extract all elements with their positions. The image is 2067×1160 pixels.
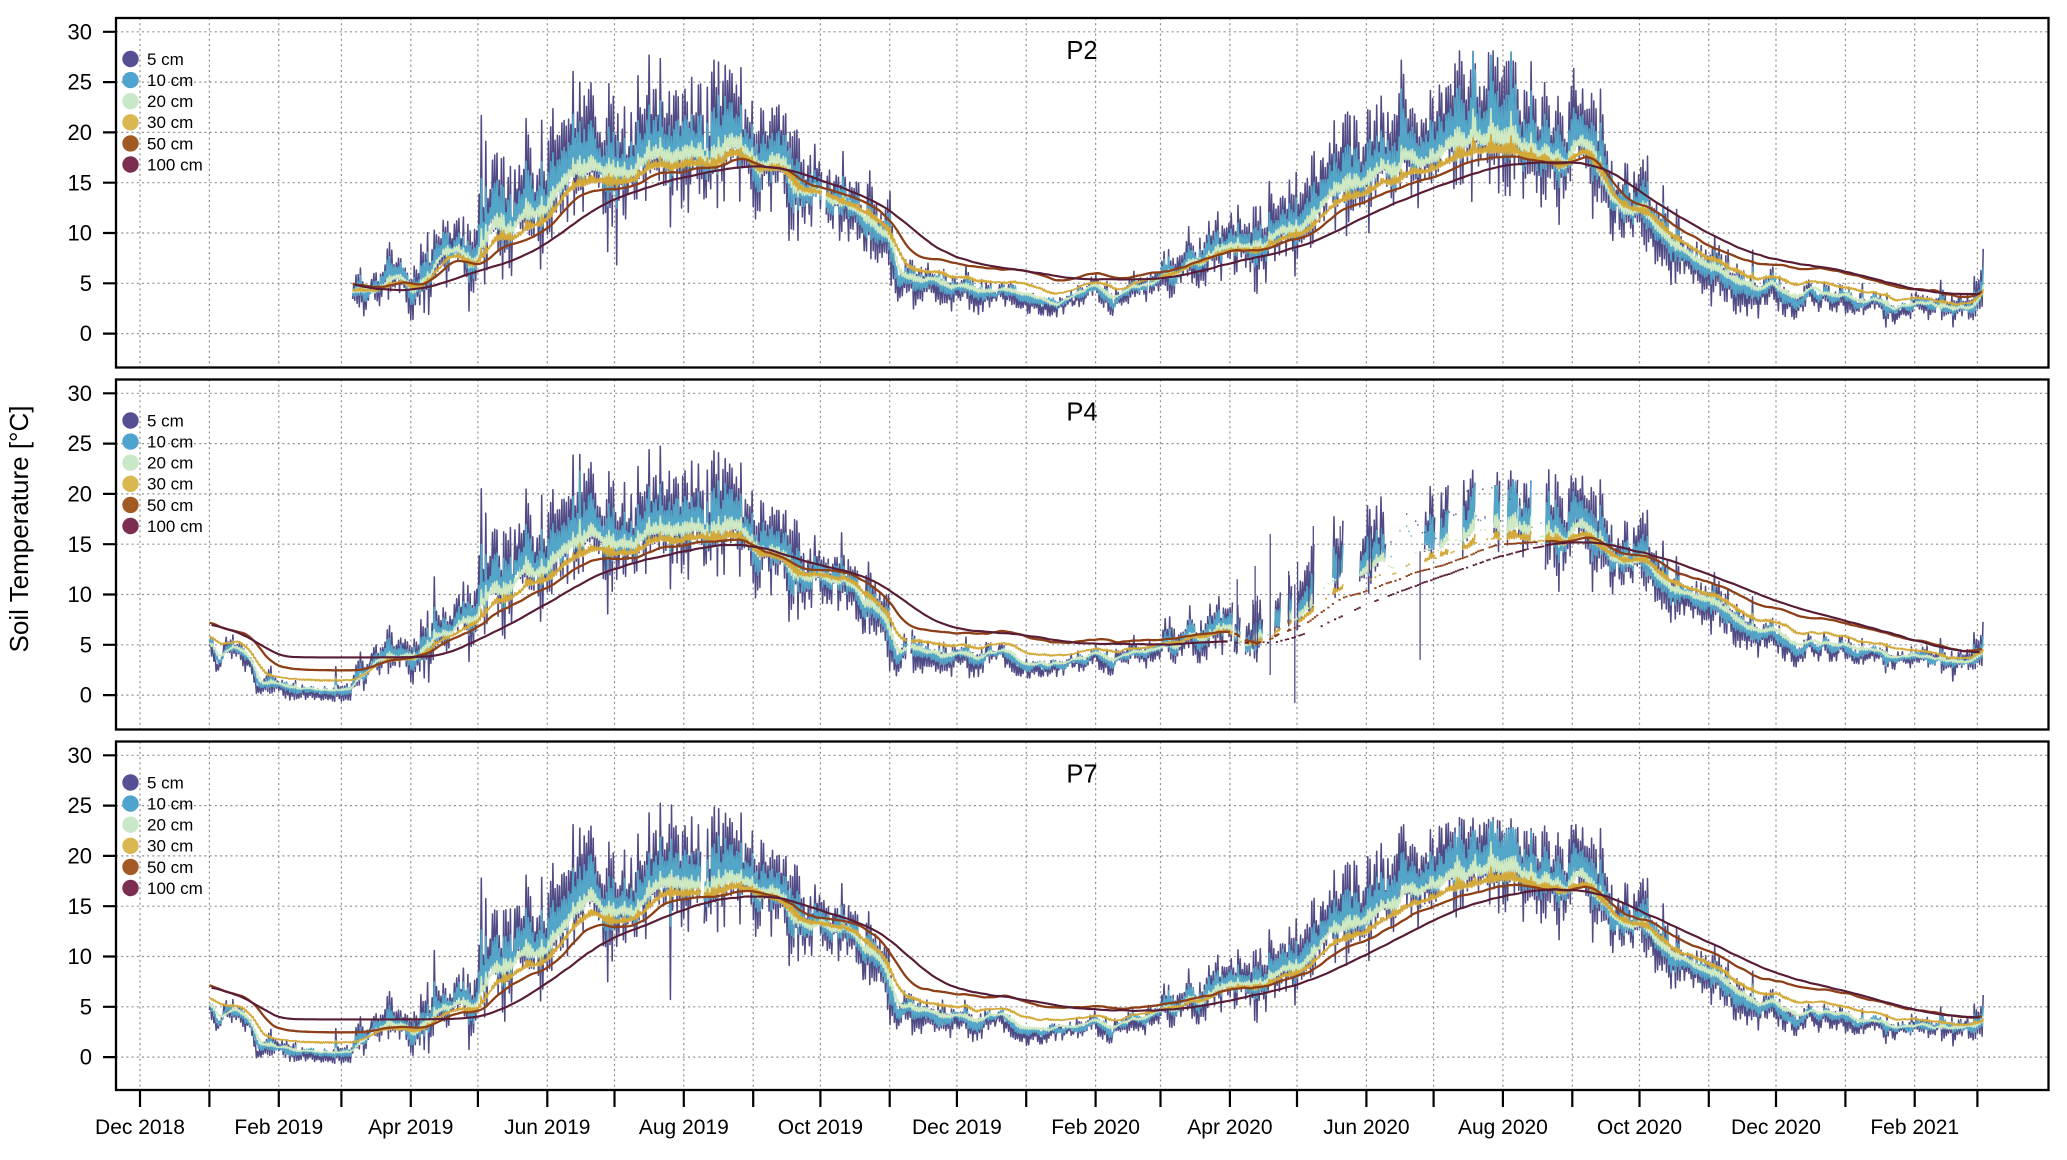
svg-text:30 cm: 30 cm (147, 475, 193, 494)
svg-text:30: 30 (68, 381, 92, 406)
svg-text:Oct 2019: Oct 2019 (778, 1116, 863, 1139)
svg-text:0: 0 (80, 321, 92, 346)
svg-text:50 cm: 50 cm (147, 496, 193, 515)
svg-text:30 cm: 30 cm (147, 837, 193, 856)
svg-text:P2: P2 (1066, 37, 1097, 65)
svg-text:20 cm: 20 cm (147, 816, 193, 835)
svg-text:0: 0 (80, 683, 92, 708)
svg-text:20: 20 (68, 482, 92, 507)
svg-text:50 cm: 50 cm (147, 858, 193, 877)
svg-text:20: 20 (68, 844, 92, 869)
svg-text:30 cm: 30 cm (147, 113, 193, 132)
svg-text:Feb 2020: Feb 2020 (1051, 1116, 1140, 1139)
svg-text:Apr 2019: Apr 2019 (368, 1116, 453, 1139)
svg-text:Oct 2020: Oct 2020 (1597, 1116, 1682, 1139)
svg-text:10: 10 (68, 944, 92, 969)
svg-text:5: 5 (80, 271, 92, 296)
svg-text:10 cm: 10 cm (147, 795, 193, 814)
svg-text:Feb 2019: Feb 2019 (234, 1116, 323, 1139)
svg-text:5 cm: 5 cm (147, 50, 184, 69)
svg-text:100 cm: 100 cm (147, 155, 203, 174)
svg-text:5: 5 (80, 632, 92, 657)
svg-text:Soil Temperature [°C]: Soil Temperature [°C] (4, 406, 34, 653)
svg-text:15: 15 (68, 894, 92, 919)
svg-text:0: 0 (80, 1045, 92, 1070)
svg-text:Feb 2021: Feb 2021 (1870, 1116, 1959, 1139)
svg-text:Dec 2019: Dec 2019 (912, 1116, 1002, 1139)
svg-text:30: 30 (68, 19, 92, 44)
svg-text:5 cm: 5 cm (147, 411, 184, 430)
svg-text:5: 5 (80, 994, 92, 1019)
svg-text:Aug 2020: Aug 2020 (1458, 1116, 1548, 1139)
svg-text:100 cm: 100 cm (147, 517, 203, 536)
svg-text:P7: P7 (1066, 761, 1097, 789)
svg-text:15: 15 (68, 532, 92, 557)
svg-text:25: 25 (68, 431, 92, 456)
svg-text:30: 30 (68, 743, 92, 768)
svg-text:Dec 2020: Dec 2020 (1731, 1116, 1821, 1139)
svg-text:10: 10 (68, 582, 92, 607)
svg-text:Aug 2019: Aug 2019 (639, 1116, 729, 1139)
svg-text:10 cm: 10 cm (147, 433, 193, 452)
svg-text:20: 20 (68, 120, 92, 145)
svg-text:50 cm: 50 cm (147, 134, 193, 153)
svg-text:Apr 2020: Apr 2020 (1187, 1116, 1272, 1139)
svg-text:P4: P4 (1066, 399, 1097, 427)
svg-text:25: 25 (68, 793, 92, 818)
svg-text:Jun 2019: Jun 2019 (504, 1116, 590, 1139)
svg-text:100 cm: 100 cm (147, 879, 203, 898)
svg-text:15: 15 (68, 170, 92, 195)
svg-text:20 cm: 20 cm (147, 454, 193, 473)
svg-text:5 cm: 5 cm (147, 773, 184, 792)
svg-text:Dec 2018: Dec 2018 (95, 1116, 185, 1139)
svg-text:Jun 2020: Jun 2020 (1323, 1116, 1409, 1139)
svg-text:10 cm: 10 cm (147, 71, 193, 90)
svg-text:25: 25 (68, 70, 92, 95)
svg-text:10: 10 (68, 221, 92, 246)
svg-text:20 cm: 20 cm (147, 92, 193, 111)
